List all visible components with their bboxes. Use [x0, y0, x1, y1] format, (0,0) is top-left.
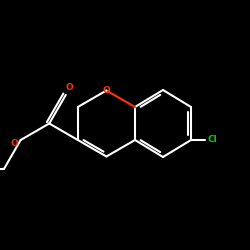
Text: Cl: Cl [208, 136, 217, 144]
Text: O: O [10, 139, 18, 148]
Text: O: O [102, 86, 110, 95]
Text: O: O [66, 84, 74, 92]
